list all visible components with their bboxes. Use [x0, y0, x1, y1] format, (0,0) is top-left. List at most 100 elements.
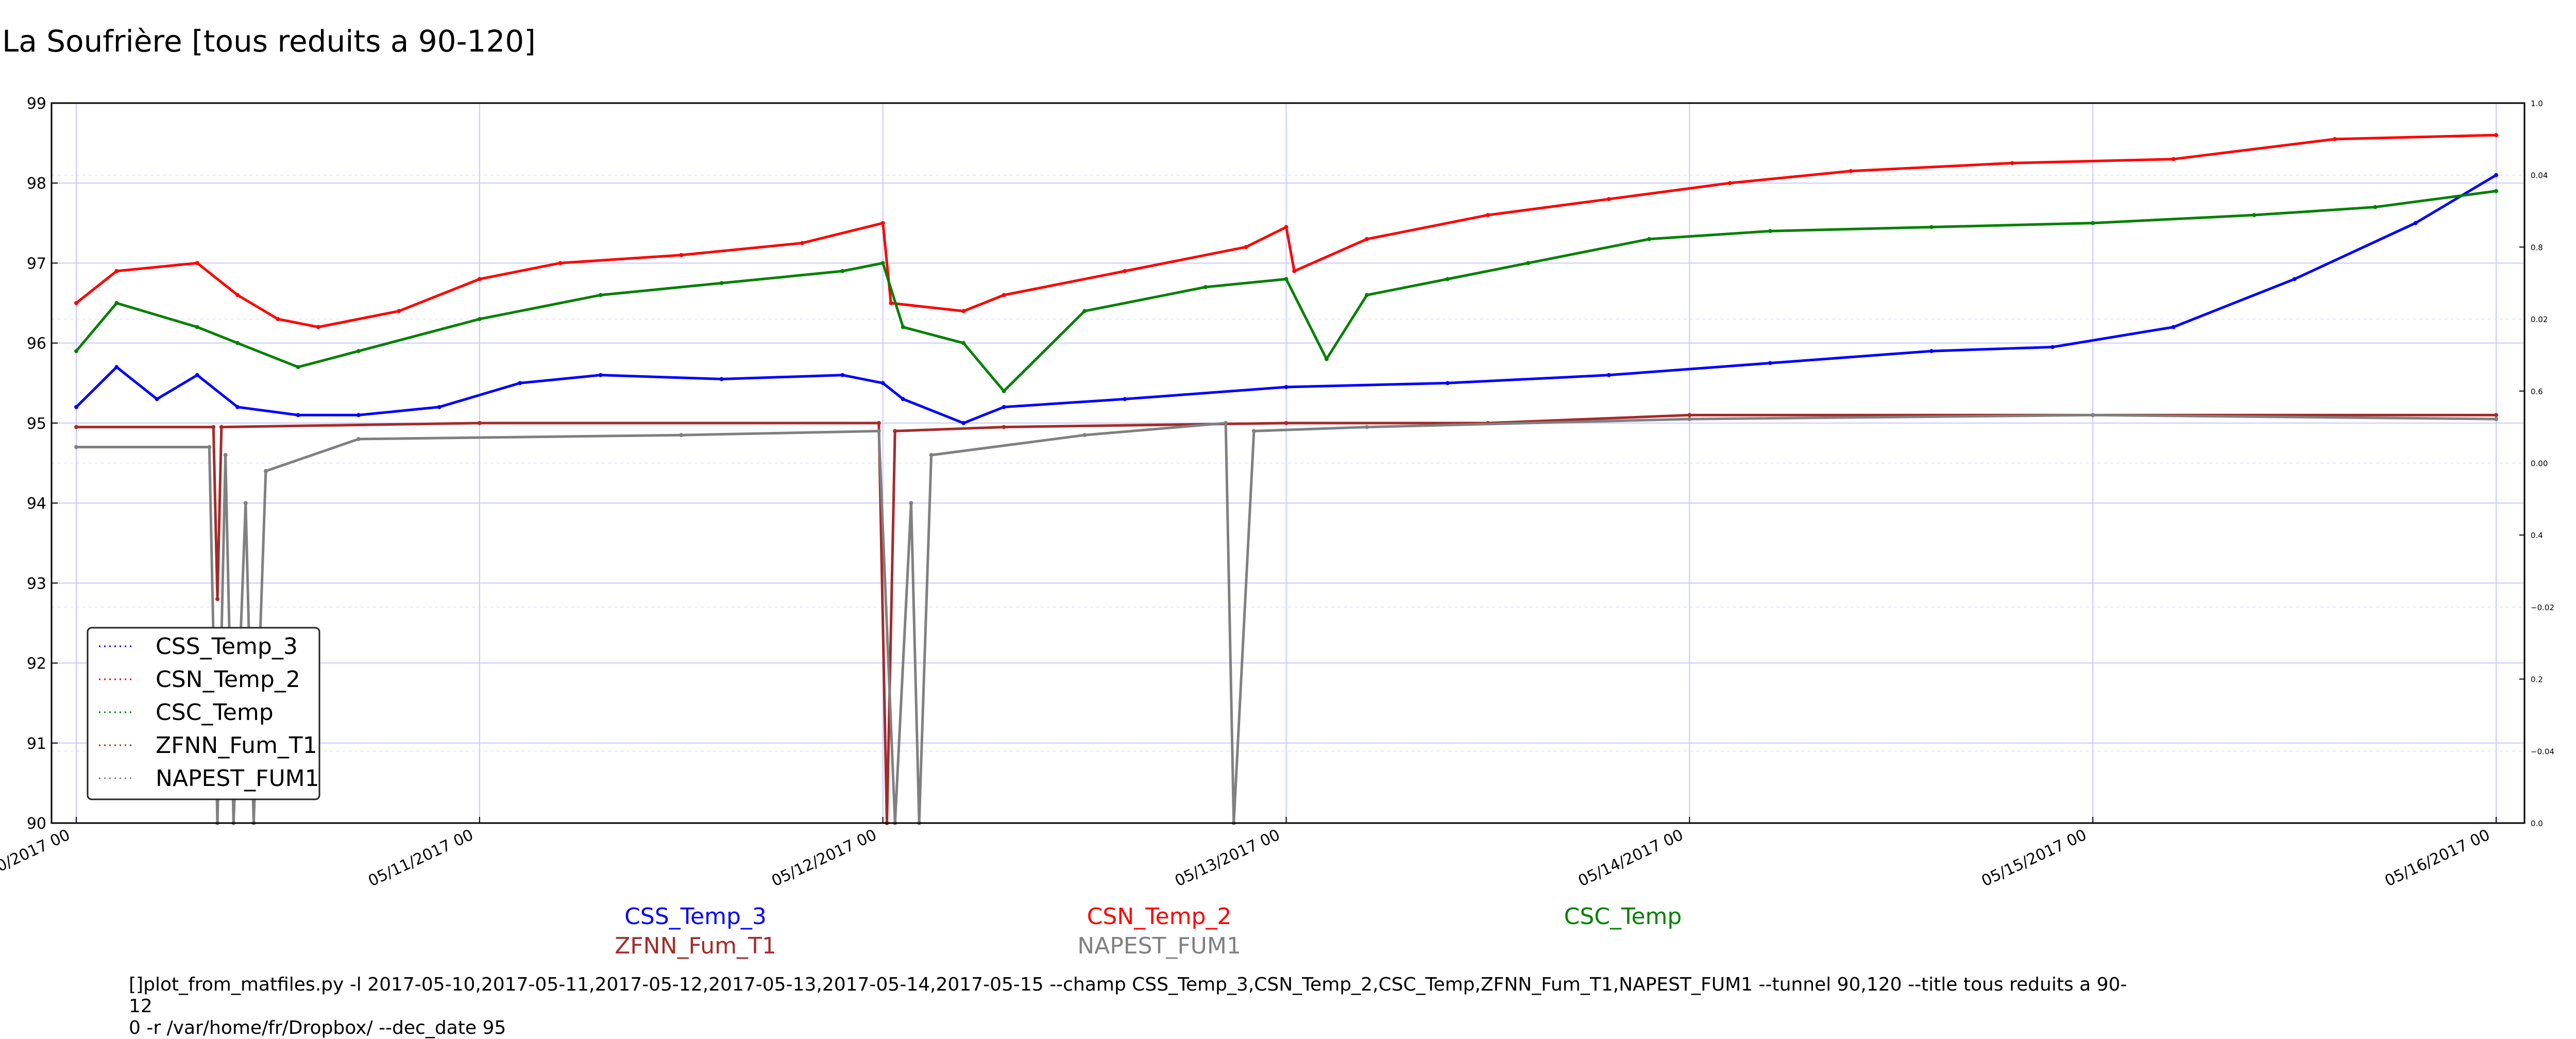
bottom-legend-label: NAPEST_FUM1 [1077, 933, 1241, 959]
data-point [1849, 169, 1853, 173]
data-point [929, 453, 934, 457]
data-point [74, 301, 78, 306]
data-point [2494, 173, 2498, 177]
x-tick-label: 05/13/2017 00 [1172, 826, 1283, 891]
data-point [2494, 133, 2498, 138]
data-point [961, 341, 966, 345]
legend-label: CSC_Temp [156, 699, 274, 726]
data-point [235, 405, 240, 409]
data-point [1687, 417, 1692, 422]
right-minor-tick-label: 0.04 [2531, 171, 2548, 180]
data-point [1284, 225, 1289, 229]
data-point [1929, 225, 1934, 229]
data-point [211, 425, 216, 429]
data-point [558, 261, 563, 265]
data-point [477, 277, 482, 281]
data-point [880, 261, 885, 265]
data-point [1768, 361, 1772, 365]
right-minor-tick-label: 0.02 [2531, 315, 2548, 324]
right-tick-label: 0.0 [2531, 819, 2543, 828]
data-point [719, 281, 724, 286]
data-point [1284, 421, 1289, 425]
data-point [276, 317, 280, 322]
data-point [1606, 197, 1611, 202]
y-tick-label: 93 [27, 575, 46, 593]
data-point [1647, 237, 1652, 241]
data-point [679, 433, 684, 438]
data-point [1929, 349, 1934, 354]
x-tick-label: 05/10/2017 00 [0, 826, 73, 891]
data-point [1244, 245, 1248, 249]
data-point [1526, 261, 1531, 265]
y-tick-label: 97 [27, 255, 46, 273]
data-point [598, 373, 603, 377]
data-point [155, 397, 159, 401]
data-point [893, 429, 897, 433]
data-point [909, 501, 913, 506]
data-point [2171, 157, 2176, 161]
x-tick-label: 05/14/2017 00 [1575, 826, 1686, 891]
right-tick-label: 0.8 [2531, 243, 2543, 252]
data-point [74, 425, 78, 429]
data-point [1002, 389, 1006, 393]
data-point [1002, 405, 1006, 409]
data-point [2413, 221, 2418, 225]
legend-label: CSN_Temp_2 [156, 666, 300, 693]
data-point [356, 413, 361, 417]
data-point [901, 325, 905, 329]
bottom-legend: CSS_Temp_3 CSN_Temp_2 CSC_Temp ZFNN_Fum_T1 N… [615, 903, 1682, 959]
data-point [2332, 137, 2337, 141]
data-point [235, 293, 240, 297]
data-point [74, 349, 78, 354]
data-point [1251, 429, 1256, 433]
data-point [961, 421, 966, 425]
data-point [1727, 181, 1732, 186]
data-point [880, 381, 885, 386]
data-point [1292, 269, 1297, 273]
data-point [296, 365, 300, 370]
data-point [477, 421, 482, 425]
data-point [2494, 417, 2498, 422]
y-tick-label: 95 [27, 415, 46, 433]
data-point [223, 453, 228, 457]
data-point [1002, 293, 1006, 297]
legend-frame [87, 627, 320, 800]
x-tick-label: 05/15/2017 00 [1979, 826, 2090, 891]
series-line [75, 190, 2497, 393]
bottom-legend-label: CSS_Temp_3 [624, 903, 767, 930]
data-point [2091, 413, 2095, 417]
data-point [2091, 221, 2095, 225]
y-tick-label: 98 [27, 175, 46, 193]
data-point [2171, 325, 2176, 329]
data-point [243, 501, 248, 506]
axes-frame [50, 102, 2526, 824]
data-point [1768, 229, 1772, 233]
data-point [2050, 345, 2055, 349]
command-caption: []plot_from_matfiles.py -l 2017-05-10,20… [129, 974, 2127, 1038]
data-point [1324, 357, 1329, 361]
right-tick-label: 0.6 [2531, 387, 2543, 396]
data-point [219, 425, 224, 429]
x-tick-label: 05/12/2017 00 [769, 826, 879, 891]
y-tick-label: 96 [27, 335, 46, 353]
series-line [76, 413, 2496, 825]
data-point [215, 597, 219, 601]
data-point [74, 445, 78, 449]
data-point [195, 373, 199, 377]
data-point [800, 241, 805, 245]
y-tick-label: 92 [27, 655, 46, 673]
data-point [207, 445, 212, 449]
data-point [2494, 413, 2498, 417]
data-point [1002, 425, 1006, 429]
data-point [1365, 237, 1369, 241]
data-point [1123, 397, 1127, 401]
data-point [2292, 277, 2297, 281]
data-point [876, 421, 881, 425]
y-tick-label: 90 [27, 815, 46, 833]
bottom-legend-label: CSC_Temp [1564, 903, 1682, 930]
data-point [2494, 189, 2498, 193]
data-point [74, 405, 78, 409]
data-point [2252, 213, 2257, 217]
data-point [1284, 385, 1289, 390]
